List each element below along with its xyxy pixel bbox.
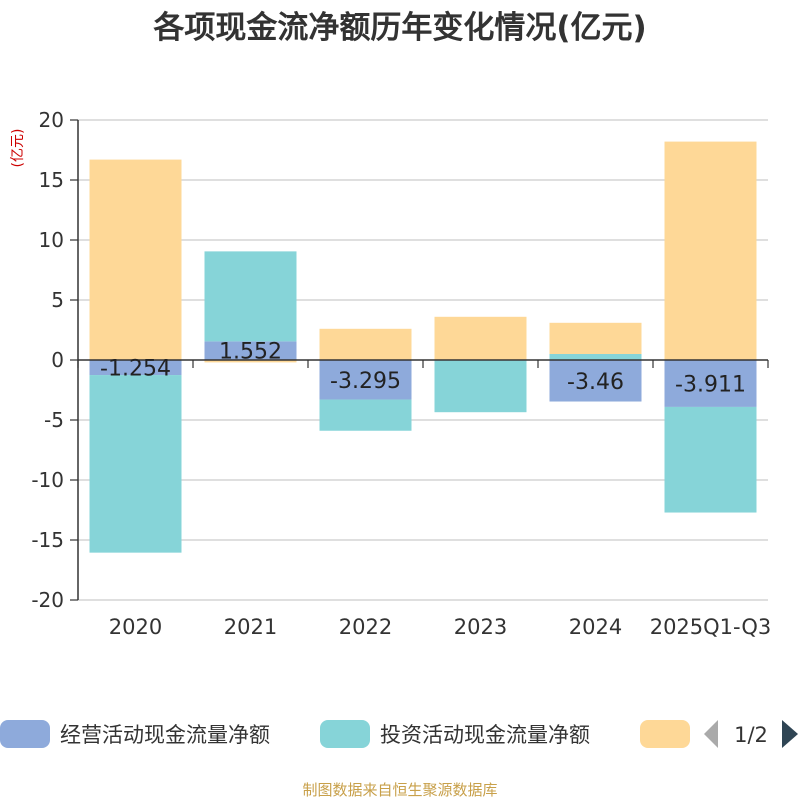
bar-series-2	[204, 251, 297, 342]
bar-series-1	[204, 341, 297, 360]
bar-series-3	[549, 322, 642, 354]
data-label: -1.254	[100, 357, 171, 382]
x-tick-label: 2022	[339, 615, 392, 639]
chart-title: 各项现金流净额历年变化情况(亿元)	[152, 10, 646, 46]
x-tick-label: 2020	[109, 615, 162, 639]
bar-series-3	[319, 328, 412, 360]
y-tick-label: 0	[51, 348, 64, 372]
bar-series-3	[434, 316, 527, 360]
data-label: 1.552	[219, 340, 282, 365]
bars-group	[89, 141, 757, 553]
y-tick-label: -10	[31, 468, 64, 492]
data-label: -3.46	[567, 370, 624, 395]
y-tick-label: -15	[31, 528, 64, 552]
data-label: -3.295	[330, 369, 401, 394]
y-axis-label: (亿元)	[10, 129, 26, 168]
bar-series-1	[89, 360, 182, 376]
y-tick-label: -5	[44, 408, 64, 432]
legend-swatch-1	[0, 720, 50, 748]
bar-series-2	[319, 399, 412, 431]
legend-next-arrow-icon[interactable]	[782, 720, 798, 748]
y-tick-label: 5	[51, 288, 64, 312]
x-tick-label: 2024	[569, 615, 622, 639]
legend-label-1: 经营活动现金流量净额	[60, 723, 270, 747]
data-labels-group: -1.254 1.552 -3.295 -3.46 -3.911	[100, 340, 746, 398]
legend-swatch-3	[640, 720, 690, 748]
legend-page-indicator: 1/2	[734, 723, 768, 747]
legend-prev-arrow-icon[interactable]	[704, 720, 718, 748]
y-tick-label: -20	[31, 588, 64, 612]
y-tick-label: 20	[39, 108, 64, 132]
bar-series-1	[664, 360, 757, 407]
legend-label-2: 投资活动现金流量净额	[380, 723, 590, 747]
bar-series-1	[319, 360, 412, 400]
y-tick-label: 10	[39, 228, 64, 252]
bar-series-3	[89, 159, 182, 360]
x-tick-label: 2025Q1-Q3	[650, 615, 772, 639]
legend: 经营活动现金流量净额 投资活动现金流量净额 1/2	[0, 720, 798, 748]
bar-series-3	[664, 141, 757, 360]
axes-group	[77, 120, 769, 600]
bar-series-3	[204, 360, 297, 363]
data-label: -3.911	[675, 372, 746, 397]
bar-series-2	[434, 360, 527, 413]
x-tick-label: 2021	[224, 615, 277, 639]
source-note: 制图数据来自恒生聚源数据库	[302, 781, 497, 799]
x-tick-label: 2023	[454, 615, 507, 639]
x-axis-ticks: 2020 2021 2022 2023 2024 2025Q1-Q3	[109, 615, 772, 639]
y-tick-label: 15	[39, 168, 64, 192]
bar-series-2	[89, 375, 182, 553]
grid-lines	[78, 119, 768, 601]
legend-swatch-2	[320, 720, 370, 748]
bar-series-2	[664, 406, 757, 513]
bar-series-2	[549, 354, 642, 360]
y-axis-ticks: 20 15 10 5 0 -5 -10 -15 -20	[31, 108, 78, 612]
bar-series-1	[549, 360, 642, 402]
